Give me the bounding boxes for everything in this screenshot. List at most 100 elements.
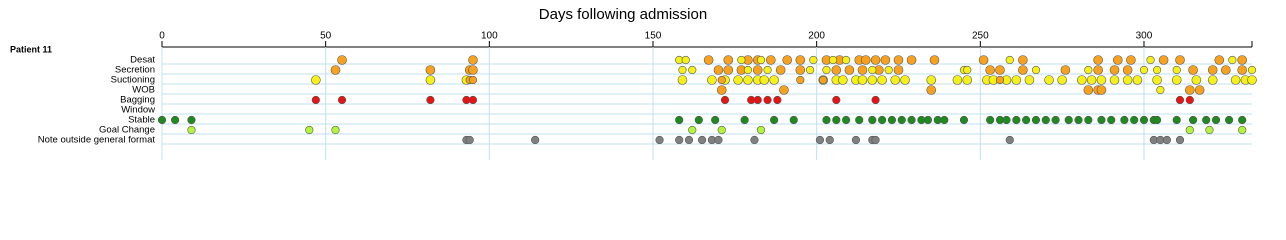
event-dot (766, 55, 776, 65)
event-dot (1002, 115, 1011, 125)
event-dot (825, 135, 834, 145)
event-dot (711, 115, 720, 125)
event-dot (737, 55, 746, 65)
event-dot (1191, 75, 1202, 85)
x-tick-label: 150 (645, 31, 662, 42)
event-dot (1207, 75, 1218, 85)
event-dot (796, 75, 805, 85)
x-tick-label: 50 (320, 31, 332, 42)
event-dot (1152, 75, 1162, 85)
event-dot (1202, 115, 1211, 125)
event-dot (1024, 75, 1035, 85)
event-dot (1237, 55, 1247, 65)
event-dot (1194, 85, 1205, 95)
event-dot (795, 55, 806, 65)
event-dot (822, 65, 831, 75)
event-dot (763, 95, 772, 105)
event-dot (868, 115, 877, 125)
row-label: Bagging (120, 95, 155, 106)
x-tick-label: 0 (159, 31, 165, 42)
event-dot (978, 55, 989, 65)
event-dot (1188, 115, 1198, 125)
event-dot (675, 115, 684, 125)
event-dot (857, 75, 868, 85)
event-dot (855, 115, 864, 125)
event-dot (1185, 125, 1194, 135)
event-dot (678, 65, 687, 75)
event-dot (157, 115, 167, 125)
event-dot (940, 115, 949, 125)
event-dot (425, 75, 436, 85)
event-dot (1060, 65, 1071, 75)
event-dot (1211, 115, 1221, 125)
row-label: Goal Change (99, 125, 155, 136)
event-dot (703, 55, 714, 65)
event-dot (1011, 75, 1022, 85)
event-dot (952, 75, 963, 85)
event-dot (1188, 65, 1198, 75)
event-dot (1171, 75, 1182, 85)
event-dot (1130, 115, 1139, 125)
event-dot (906, 55, 917, 65)
event-dot (857, 65, 868, 75)
event-dot (756, 55, 766, 65)
event-dot (688, 125, 697, 135)
event-dot (1031, 65, 1041, 75)
event-dot (1005, 55, 1014, 65)
event-dot (832, 115, 841, 125)
event-dot (1172, 65, 1181, 75)
event-dot (750, 135, 759, 145)
event-dot (1112, 55, 1123, 65)
event-dot (1109, 65, 1120, 75)
event-dot (1093, 55, 1103, 65)
event-dot (893, 55, 904, 65)
event-dot (923, 115, 933, 125)
event-dot (1126, 55, 1136, 65)
event-dot (337, 95, 347, 105)
event-dot (1139, 65, 1149, 75)
event-dot (851, 135, 861, 145)
event-dot (331, 125, 340, 135)
event-dot (890, 75, 901, 85)
event-dot (770, 115, 779, 125)
event-dot (880, 55, 891, 65)
event-dot (868, 65, 877, 75)
event-dot (926, 85, 937, 95)
event-dot (1093, 65, 1103, 75)
event-dot (1175, 135, 1185, 145)
event-dot (871, 95, 880, 105)
event-dot (1122, 65, 1133, 75)
event-dot (468, 65, 478, 75)
row-label: Note outside general format (38, 135, 156, 146)
event-dot (1158, 55, 1169, 65)
event-dot (842, 115, 851, 125)
event-dot (775, 65, 786, 75)
event-dot (305, 125, 314, 135)
event-dot (697, 135, 707, 145)
event-dot (789, 115, 798, 125)
event-dot (1146, 55, 1155, 65)
event-dot (1224, 115, 1234, 125)
x-tick-label: 250 (972, 31, 989, 42)
event-dot (1109, 75, 1120, 85)
event-dot (743, 65, 753, 75)
event-dot (842, 55, 851, 65)
event-dot (838, 75, 848, 85)
event-dot (1175, 95, 1185, 105)
event-dot (1247, 65, 1257, 75)
event-dot (707, 75, 717, 85)
event-dot (170, 115, 180, 125)
event-dot (1237, 65, 1247, 75)
event-dot (1084, 115, 1093, 125)
x-tick-label: 100 (481, 31, 498, 42)
event-dot (893, 65, 904, 75)
chart-title: Days following admission (539, 6, 707, 23)
event-dot (763, 65, 772, 75)
event-dot (752, 65, 763, 75)
event-dot (720, 95, 730, 105)
row-label: Desat (130, 55, 155, 66)
event-dot (688, 65, 697, 75)
event-dot (675, 135, 684, 145)
event-dot (1156, 85, 1165, 95)
event-dot (723, 55, 734, 65)
